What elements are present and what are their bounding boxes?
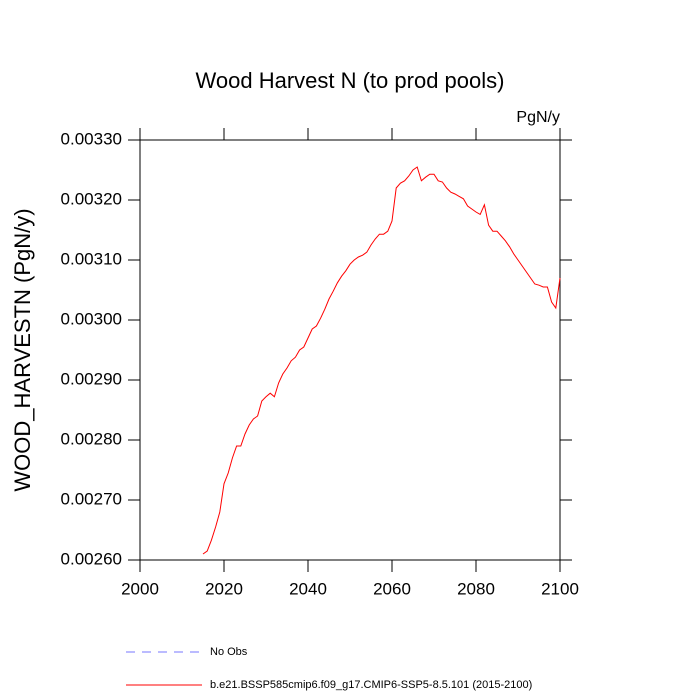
y-tick-label: 0.00330 [61, 129, 122, 148]
y-tick-label: 0.00300 [61, 309, 122, 328]
y-tick-label: 0.00310 [61, 249, 122, 268]
plot-frame [139, 139, 561, 561]
legend-label: No Obs [210, 646, 248, 658]
y-tick-label: 0.00270 [61, 489, 122, 508]
chart-title: Wood Harvest N (to prod pools) [196, 68, 505, 93]
x-tick-label: 2060 [373, 579, 411, 598]
x-tick-label: 2040 [289, 579, 327, 598]
x-tick-label: 2080 [457, 579, 495, 598]
y-axis-label: WOOD_HARVESTN (PgN/y) [10, 208, 35, 491]
legend-label: b.e21.BSSP585cmip6.f09_g17.CMIP6-SSP5-8.… [210, 679, 532, 691]
y-tick-label: 0.00290 [61, 369, 122, 388]
x-tick-label: 2000 [121, 579, 159, 598]
units-label: PgN/y [516, 109, 560, 126]
y-tick-label: 0.00260 [61, 549, 122, 568]
series-line [202, 166, 561, 555]
y-tick-label: 0.00280 [61, 429, 122, 448]
x-tick-label: 2100 [541, 579, 579, 598]
x-tick-label: 2020 [205, 579, 243, 598]
y-tick-label: 0.00320 [61, 189, 122, 208]
